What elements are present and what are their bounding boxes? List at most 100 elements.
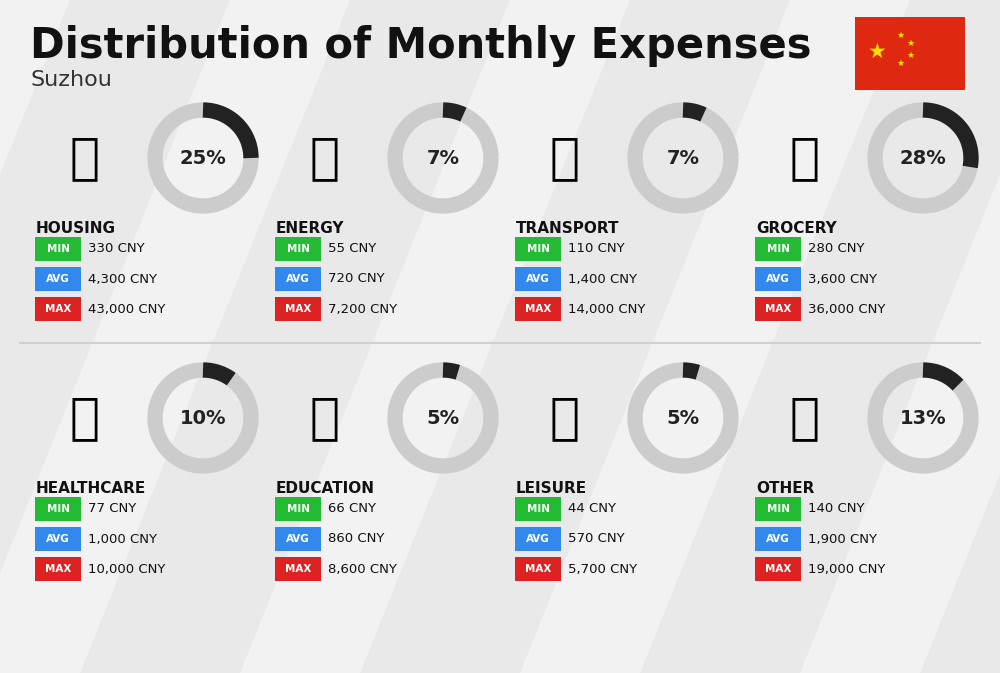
Text: 43,000 CNY: 43,000 CNY [88, 302, 165, 316]
Text: AVG: AVG [526, 534, 550, 544]
Text: MIN: MIN [767, 244, 790, 254]
Text: 💰: 💰 [790, 394, 820, 442]
Text: LEISURE: LEISURE [516, 481, 587, 496]
Text: AVG: AVG [766, 534, 790, 544]
FancyBboxPatch shape [275, 557, 321, 581]
Text: MAX: MAX [765, 564, 791, 574]
Text: 1,400 CNY: 1,400 CNY [568, 273, 637, 285]
FancyBboxPatch shape [35, 557, 81, 581]
FancyBboxPatch shape [35, 267, 81, 291]
Text: 77 CNY: 77 CNY [88, 503, 136, 516]
FancyBboxPatch shape [755, 557, 801, 581]
Text: AVG: AVG [46, 534, 70, 544]
Text: MIN: MIN [526, 244, 550, 254]
Text: 🏥: 🏥 [70, 394, 100, 442]
FancyBboxPatch shape [35, 237, 81, 261]
Text: AVG: AVG [526, 274, 550, 284]
FancyBboxPatch shape [275, 297, 321, 321]
FancyBboxPatch shape [755, 497, 801, 521]
Text: 7%: 7% [666, 149, 700, 168]
Text: ★: ★ [906, 51, 914, 60]
Text: 🚌: 🚌 [550, 134, 580, 182]
Text: 66 CNY: 66 CNY [328, 503, 376, 516]
FancyBboxPatch shape [275, 267, 321, 291]
Text: AVG: AVG [766, 274, 790, 284]
Text: 🛒: 🛒 [790, 134, 820, 182]
Text: AVG: AVG [286, 534, 310, 544]
Text: 860 CNY: 860 CNY [328, 532, 384, 546]
FancyBboxPatch shape [515, 497, 561, 521]
Text: ★: ★ [896, 31, 904, 40]
FancyBboxPatch shape [755, 237, 801, 261]
Text: 10,000 CNY: 10,000 CNY [88, 563, 165, 575]
Polygon shape [920, 0, 1000, 673]
Text: 25%: 25% [180, 149, 226, 168]
Text: Suzhou: Suzhou [30, 70, 112, 90]
Text: MAX: MAX [45, 564, 71, 574]
Text: 28%: 28% [900, 149, 946, 168]
Text: MIN: MIN [46, 504, 70, 514]
Text: 36,000 CNY: 36,000 CNY [808, 302, 885, 316]
Text: Distribution of Monthly Expenses: Distribution of Monthly Expenses [30, 25, 812, 67]
FancyBboxPatch shape [35, 297, 81, 321]
Text: TRANSPORT: TRANSPORT [516, 221, 620, 236]
FancyBboxPatch shape [35, 527, 81, 551]
Text: 🎓: 🎓 [310, 394, 340, 442]
Text: MIN: MIN [287, 244, 310, 254]
Text: 110 CNY: 110 CNY [568, 242, 625, 256]
Text: 44 CNY: 44 CNY [568, 503, 616, 516]
Text: 570 CNY: 570 CNY [568, 532, 625, 546]
Text: MAX: MAX [285, 304, 311, 314]
Text: GROCERY: GROCERY [756, 221, 837, 236]
Text: 280 CNY: 280 CNY [808, 242, 864, 256]
Text: 🛍️: 🛍️ [550, 394, 580, 442]
FancyBboxPatch shape [35, 497, 81, 521]
Text: 5%: 5% [666, 409, 700, 427]
Text: 5%: 5% [426, 409, 460, 427]
Text: MAX: MAX [525, 564, 551, 574]
Text: 5,700 CNY: 5,700 CNY [568, 563, 637, 575]
FancyBboxPatch shape [755, 267, 801, 291]
Text: 7%: 7% [426, 149, 460, 168]
Text: MIN: MIN [287, 504, 310, 514]
Text: 3,600 CNY: 3,600 CNY [808, 273, 877, 285]
FancyBboxPatch shape [275, 237, 321, 261]
Text: 10%: 10% [180, 409, 226, 427]
FancyBboxPatch shape [755, 527, 801, 551]
FancyBboxPatch shape [515, 297, 561, 321]
Text: ★: ★ [896, 59, 904, 68]
FancyBboxPatch shape [275, 497, 321, 521]
Text: MAX: MAX [45, 304, 71, 314]
FancyBboxPatch shape [515, 527, 561, 551]
Text: 55 CNY: 55 CNY [328, 242, 376, 256]
Text: ★: ★ [906, 39, 914, 48]
Text: 4,300 CNY: 4,300 CNY [88, 273, 157, 285]
Polygon shape [0, 0, 230, 673]
Text: 330 CNY: 330 CNY [88, 242, 145, 256]
FancyBboxPatch shape [515, 557, 561, 581]
Text: 8,600 CNY: 8,600 CNY [328, 563, 397, 575]
Text: 140 CNY: 140 CNY [808, 503, 864, 516]
FancyBboxPatch shape [275, 527, 321, 551]
Text: MIN: MIN [46, 244, 70, 254]
Text: 19,000 CNY: 19,000 CNY [808, 563, 885, 575]
Polygon shape [640, 0, 1000, 673]
Text: MAX: MAX [285, 564, 311, 574]
Text: MIN: MIN [526, 504, 550, 514]
Polygon shape [80, 0, 510, 673]
FancyBboxPatch shape [515, 267, 561, 291]
Text: 1,000 CNY: 1,000 CNY [88, 532, 157, 546]
FancyBboxPatch shape [515, 237, 561, 261]
Text: 🏢: 🏢 [70, 134, 100, 182]
Text: MAX: MAX [525, 304, 551, 314]
Text: 1,900 CNY: 1,900 CNY [808, 532, 877, 546]
Text: OTHER: OTHER [756, 481, 814, 496]
Text: HOUSING: HOUSING [36, 221, 116, 236]
FancyBboxPatch shape [755, 297, 801, 321]
Text: MAX: MAX [765, 304, 791, 314]
Text: 720 CNY: 720 CNY [328, 273, 385, 285]
Text: HEALTHCARE: HEALTHCARE [36, 481, 146, 496]
Text: EDUCATION: EDUCATION [276, 481, 375, 496]
FancyBboxPatch shape [855, 17, 965, 90]
Polygon shape [360, 0, 790, 673]
